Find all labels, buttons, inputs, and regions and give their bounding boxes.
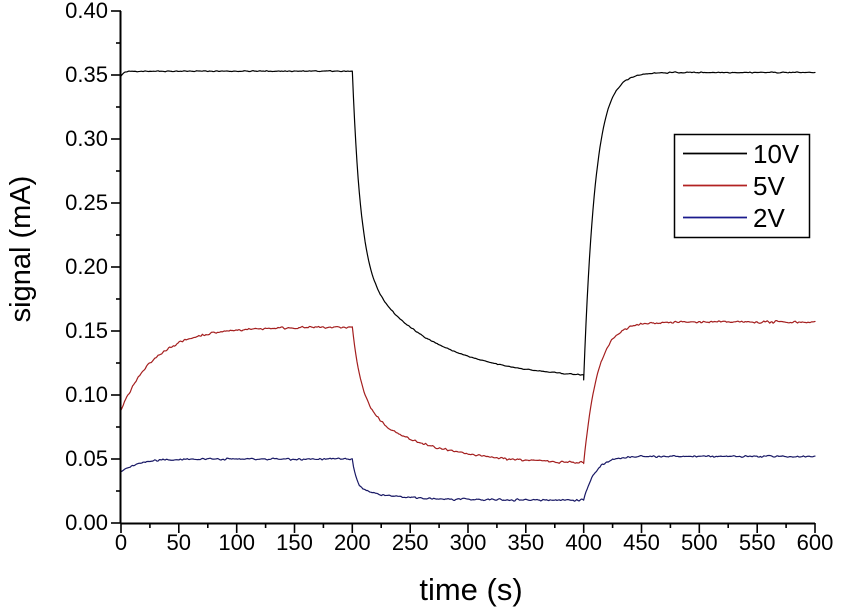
svg-text:500: 500: [681, 530, 718, 555]
svg-text:200: 200: [334, 530, 371, 555]
svg-text:0.35: 0.35: [65, 62, 108, 87]
svg-text:300: 300: [450, 530, 487, 555]
svg-text:0.15: 0.15: [65, 318, 108, 343]
svg-text:150: 150: [276, 530, 313, 555]
svg-text:350: 350: [507, 530, 544, 555]
svg-text:0.20: 0.20: [65, 254, 108, 279]
svg-text:0.00: 0.00: [65, 510, 108, 535]
svg-text:0: 0: [115, 530, 127, 555]
svg-text:signal (mA): signal (mA): [5, 176, 37, 323]
svg-text:0.30: 0.30: [65, 126, 108, 151]
svg-text:450: 450: [623, 530, 660, 555]
svg-text:10V: 10V: [753, 139, 800, 169]
svg-text:0.40: 0.40: [65, 0, 108, 23]
svg-text:400: 400: [565, 530, 602, 555]
svg-text:100: 100: [218, 530, 255, 555]
svg-text:0.10: 0.10: [65, 382, 108, 407]
svg-text:50: 50: [167, 530, 191, 555]
svg-text:600: 600: [797, 530, 834, 555]
svg-text:0.05: 0.05: [65, 446, 108, 471]
svg-text:250: 250: [392, 530, 429, 555]
svg-text:5V: 5V: [753, 171, 785, 201]
svg-text:0.25: 0.25: [65, 190, 108, 215]
svg-text:550: 550: [739, 530, 776, 555]
svg-text:time (s): time (s): [419, 572, 522, 607]
svg-text:2V: 2V: [753, 203, 785, 233]
